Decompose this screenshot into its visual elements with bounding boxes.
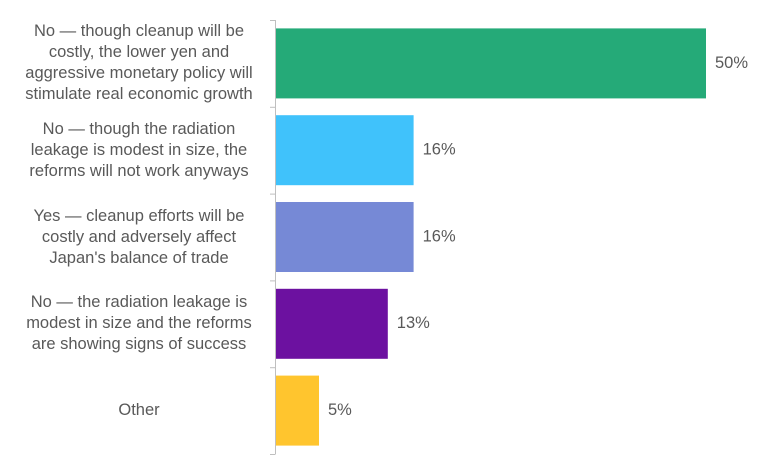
category-label-5: Other xyxy=(10,366,268,456)
value-label-4: 13% xyxy=(397,314,430,332)
category-label-line: are showing signs of success xyxy=(31,335,247,354)
category-label-1: No — though cleanup will be costly, the l… xyxy=(10,18,268,108)
category-label-line: modest in size and the reforms xyxy=(26,314,252,333)
category-label-2: No — though the radiation leakage is mode… xyxy=(10,105,268,195)
category-label-text-1: No — though cleanup will be costly, the l… xyxy=(25,21,252,105)
category-label-line: stimulate real economic growth xyxy=(25,85,253,104)
value-label-1: 50% xyxy=(715,54,748,72)
category-label-line: Other xyxy=(118,401,160,420)
bars-group xyxy=(276,28,706,446)
bar-4 xyxy=(276,288,388,359)
bar-3 xyxy=(276,202,414,272)
category-label-line: Yes — cleanup efforts will be xyxy=(33,206,245,225)
category-label-text-4: No — the radiation leakage is modest in s… xyxy=(26,292,252,355)
bar-5 xyxy=(276,375,319,446)
category-label-text-2: No — though the radiation leakage is mode… xyxy=(29,119,248,182)
category-label-line: costly, the lower yen and xyxy=(48,43,230,62)
value-label-5: 5% xyxy=(328,401,352,419)
category-label-line: costly and adversely affect xyxy=(41,227,237,246)
category-label-line: Japan's balance of trade xyxy=(49,248,229,267)
category-label-3: Yes — cleanup efforts will be costly and … xyxy=(10,192,268,282)
bar-1 xyxy=(276,28,706,99)
category-label-text-5: Other xyxy=(118,400,159,421)
value-label-3: 16% xyxy=(423,227,456,245)
value-labels-group: 50% 16% 16% 13% 5% xyxy=(328,54,748,419)
category-label-4: No — the radiation leakage is modest in s… xyxy=(10,279,268,369)
category-label-line: reforms will not work anyways xyxy=(29,161,249,180)
category-label-line: No — though the radiation xyxy=(42,119,236,138)
category-label-line: leakage is modest in size, the xyxy=(30,140,248,159)
category-label-line: No — though cleanup will be xyxy=(33,22,245,41)
category-label-text-3: Yes — cleanup efforts will be costly and … xyxy=(34,206,245,269)
category-axis xyxy=(270,20,276,455)
category-label-line: aggressive monetary policy will xyxy=(25,64,253,83)
category-label-line: No — the radiation leakage is xyxy=(30,293,248,312)
value-label-2: 16% xyxy=(423,141,456,159)
bar-2 xyxy=(276,115,414,186)
